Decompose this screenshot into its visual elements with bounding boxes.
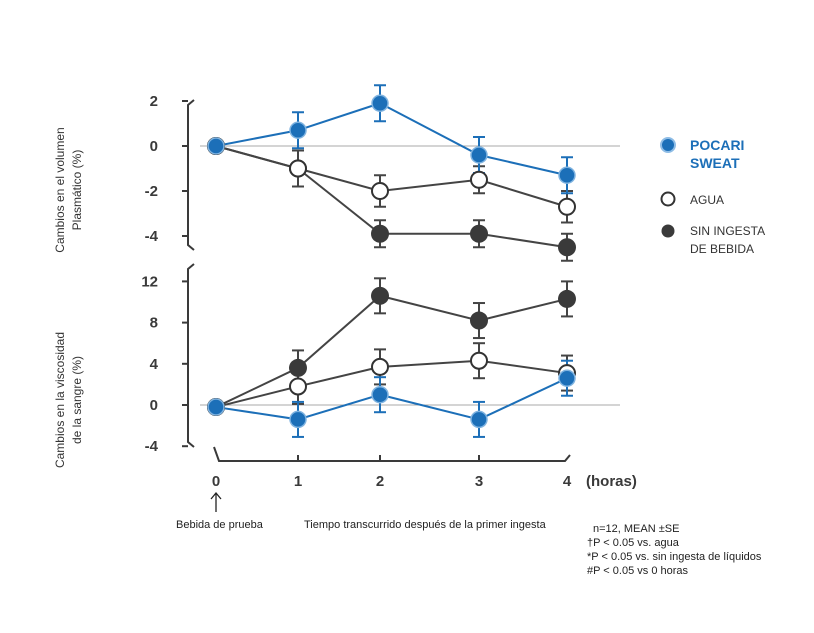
- legend-marker-agua: [660, 191, 676, 207]
- data-point-agua: [558, 197, 576, 216]
- legend-item-sin-ingesta: SIN INGESTA DE BEBIDA: [661, 224, 765, 256]
- x-tick-label: 3: [475, 473, 483, 490]
- data-point-agua: [289, 159, 307, 178]
- data-point-pocari: [371, 94, 389, 112]
- data-point-agua: [289, 377, 307, 396]
- data-point-sin-ingesta: [289, 358, 307, 377]
- data-point-pocari: [289, 121, 307, 139]
- x-tick-label: 2: [376, 473, 384, 490]
- y-tick-label: 12: [141, 273, 158, 290]
- y-tick-label: 2: [150, 93, 158, 110]
- elapsed-time-label: Tiempo transcurrido después de la primer…: [304, 519, 547, 531]
- top-ylabel: Cambios en el volumen Plasmático (%): [53, 127, 84, 252]
- statistics-notes: n=12, MEAN ±SE †P < 0.05 vs. agua *P < 0…: [587, 523, 762, 577]
- x-axis-line: [213, 446, 571, 462]
- note-line: †P < 0.05 vs. agua: [587, 537, 680, 549]
- bottom-ylabel: Cambios en la viscosidad de la sangre (%…: [53, 332, 84, 468]
- legend: POCARI SWEAT AGUA SIN INGESTA DE BEBIDA: [660, 137, 765, 256]
- data-point-sin-ingesta: [558, 289, 576, 308]
- data-point-pocari: [558, 369, 576, 387]
- legend-label: DE BEBIDA: [690, 242, 754, 256]
- x-tick-label: 0: [212, 473, 220, 490]
- data-point-sin-ingesta: [470, 311, 488, 330]
- y-tick-label: 8: [150, 315, 158, 332]
- bottom-ylabel-line2: de la sangre (%): [70, 356, 84, 444]
- arrow-label: Bebida de prueba: [176, 519, 264, 531]
- data-point-pocari: [207, 398, 225, 416]
- plot-layer: 2 0 -2 -4 12 8 4 0 -4: [141, 84, 620, 462]
- y-axis-line: [187, 263, 195, 448]
- y-tick-label: 4: [150, 356, 159, 373]
- x-tick-label: 4: [563, 473, 572, 490]
- legend-item-agua: AGUA: [660, 191, 724, 207]
- legend-label: SWEAT: [690, 155, 740, 171]
- legend-marker-sin-ingesta: [661, 224, 675, 238]
- data-point-agua: [371, 357, 389, 376]
- test-drink-arrow-icon: [210, 491, 222, 512]
- y-tick-label: 0: [150, 397, 158, 414]
- data-point-pocari: [289, 410, 307, 429]
- y-axis-line: [187, 99, 195, 251]
- series-line: [215, 359, 568, 409]
- series-line: [215, 102, 568, 177]
- legend-marker-pocari: [660, 137, 676, 153]
- data-point-pocari: [470, 410, 488, 429]
- top-ylabel-line1: Cambios en el volumen: [53, 127, 67, 252]
- data-point-pocari: [558, 166, 576, 184]
- note-line: #P < 0.05 vs 0 horas: [587, 565, 689, 577]
- legend-item-pocari: POCARI SWEAT: [660, 137, 744, 171]
- series-line: [215, 377, 568, 421]
- data-point-sin-ingesta: [558, 238, 576, 257]
- top-ylabel-line2: Plasmático (%): [70, 150, 84, 231]
- data-point-pocari: [207, 137, 225, 155]
- x-unit-label: (horas): [586, 473, 637, 490]
- data-point-agua: [470, 170, 488, 189]
- data-point-pocari: [470, 146, 488, 164]
- note-line: n=12, MEAN ±SE: [593, 523, 679, 535]
- legend-label: POCARI: [690, 137, 744, 153]
- data-point-pocari: [371, 385, 389, 404]
- data-point-agua: [470, 351, 488, 370]
- series-line: [215, 294, 568, 408]
- data-point-sin-ingesta: [371, 224, 389, 243]
- y-tick-label: -4: [145, 228, 159, 245]
- data-point-sin-ingesta: [470, 224, 488, 243]
- y-tick-label: -4: [145, 438, 159, 455]
- y-tick-label: -2: [145, 183, 158, 200]
- data-point-agua: [371, 182, 389, 200]
- y-tick-label: 0: [150, 138, 158, 155]
- x-axis-labels: 0 1 2 3 4 (horas): [212, 473, 637, 490]
- data-point-sin-ingesta: [371, 286, 389, 305]
- legend-label: AGUA: [690, 193, 724, 207]
- x-tick-label: 1: [294, 473, 302, 490]
- series-line: [215, 145, 568, 208]
- bottom-ylabel-line1: Cambios en la viscosidad: [53, 332, 67, 468]
- legend-label: SIN INGESTA: [690, 224, 765, 238]
- note-line: *P < 0.05 vs. sin ingesta de líquidos: [587, 551, 762, 563]
